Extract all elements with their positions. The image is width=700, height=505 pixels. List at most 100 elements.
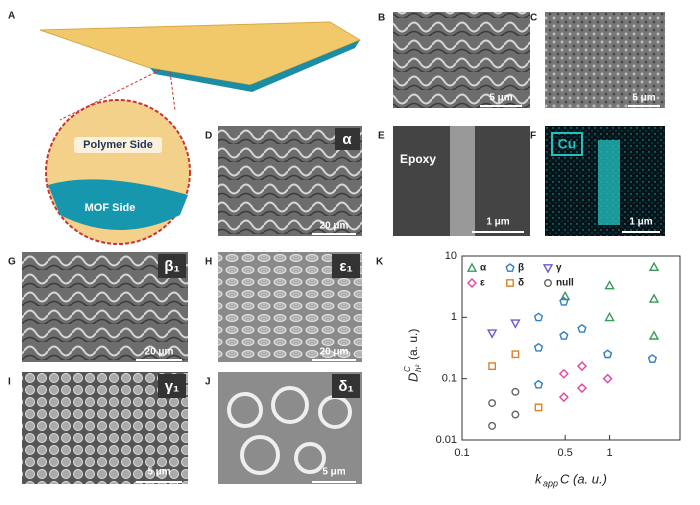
scale-label: 5 μm	[322, 467, 345, 478]
legend-marker	[467, 278, 477, 288]
tag: δ₁	[338, 378, 353, 395]
zoom-line	[59, 69, 161, 121]
point	[559, 296, 569, 306]
point	[648, 330, 660, 340]
point	[488, 421, 497, 430]
y-label: (a. u.)	[406, 329, 420, 360]
legend-label: ε	[480, 278, 485, 289]
scale-label: 5 μm	[489, 93, 512, 104]
point	[576, 361, 587, 372]
tag: Epoxy	[400, 152, 436, 166]
point	[559, 290, 571, 301]
y-tick-label: 0.01	[436, 434, 457, 446]
tag: ε₁	[339, 258, 352, 275]
y-label: D	[405, 373, 420, 382]
sem-image	[545, 12, 665, 108]
y-tick-label: 10	[445, 250, 457, 262]
tag: Cu	[558, 136, 577, 152]
y-tick-label: 1	[451, 311, 457, 323]
y-label: h²	[414, 365, 423, 372]
polymer-sheet	[39, 21, 362, 86]
legend-marker	[466, 262, 478, 272]
x-tick-label: 0.5	[558, 447, 573, 459]
x-label: C (a. u.)	[560, 471, 607, 486]
tag-bg	[158, 254, 186, 278]
point	[511, 410, 520, 419]
tag: α	[342, 131, 352, 148]
point	[534, 403, 543, 412]
point	[486, 329, 498, 339]
panel-label: K	[376, 257, 384, 268]
legend-label: γ	[556, 263, 562, 274]
panel-label: F	[530, 131, 536, 142]
tag-bg	[332, 254, 360, 278]
legend-label: δ	[518, 278, 524, 289]
mof-label: MOF Side	[85, 202, 136, 214]
legend-marker	[544, 279, 553, 288]
legend-marker	[542, 264, 554, 274]
panel-label: I	[8, 377, 11, 388]
tag: β₁	[164, 258, 179, 275]
panel-label: G	[8, 257, 16, 268]
tag-bg	[332, 374, 360, 398]
point	[488, 399, 497, 408]
panel-label: A	[8, 11, 15, 22]
point	[604, 311, 615, 322]
point	[533, 342, 544, 352]
panel-label: J	[205, 377, 211, 388]
x-tick-label: 0.1	[454, 447, 469, 459]
point	[648, 293, 660, 303]
scale-label: 5 μm	[632, 93, 655, 104]
mof-layer	[150, 40, 360, 92]
x-label: k	[535, 471, 543, 486]
scale-label: 20 μm	[320, 221, 349, 232]
point	[558, 392, 569, 403]
scale-label: 5 μm	[147, 467, 170, 478]
tag-bg	[158, 374, 186, 398]
panel-label: H	[205, 257, 212, 268]
tag-box	[551, 132, 583, 156]
point	[558, 368, 569, 379]
point	[510, 319, 521, 329]
scale-label: 1 μm	[629, 217, 652, 228]
legend-label: null	[556, 278, 574, 289]
point	[511, 350, 520, 359]
label-bg	[74, 137, 162, 153]
scale-bars	[136, 105, 660, 483]
x-label: app	[543, 478, 558, 488]
point	[559, 330, 569, 340]
cross-section	[450, 126, 475, 236]
plot-frame	[461, 255, 681, 441]
panel-label: B	[378, 13, 385, 24]
panel-label: C	[530, 13, 537, 24]
scale-label: 1 μm	[486, 217, 509, 228]
point	[533, 312, 544, 322]
point	[533, 379, 544, 389]
legend-marker	[506, 279, 514, 287]
point	[647, 354, 658, 363]
y-label: C	[403, 366, 412, 372]
sem-image	[393, 12, 530, 108]
point	[577, 323, 587, 333]
x-tick-label: 1	[607, 447, 613, 459]
scale-label: 20 μm	[145, 347, 174, 358]
mof-zoom	[48, 179, 188, 230]
point	[648, 261, 660, 271]
panel-label: E	[378, 131, 385, 142]
point	[488, 362, 497, 371]
polymer-label: Polymer Side	[83, 139, 153, 151]
legend-marker	[505, 263, 515, 272]
point	[603, 349, 613, 359]
legend-label: α	[480, 263, 487, 274]
point	[604, 280, 615, 290]
y-tick-label: 0.1	[442, 373, 457, 385]
tag-bg	[335, 128, 360, 150]
point	[511, 387, 520, 396]
panel-label: D	[205, 131, 212, 142]
y-label: D C h² (a. u.)	[403, 329, 423, 382]
tag: γ₁	[165, 378, 180, 395]
point	[576, 383, 587, 394]
cu-band	[598, 140, 620, 225]
zoom-line	[169, 71, 176, 111]
